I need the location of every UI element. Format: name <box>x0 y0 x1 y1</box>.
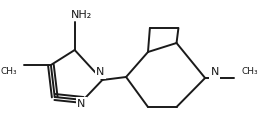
Text: N: N <box>77 99 86 109</box>
Text: CH₃: CH₃ <box>1 67 17 77</box>
Text: N: N <box>96 67 105 77</box>
Text: N: N <box>210 67 219 77</box>
Text: NH₂: NH₂ <box>71 10 92 20</box>
Text: CH₃: CH₃ <box>241 67 258 77</box>
